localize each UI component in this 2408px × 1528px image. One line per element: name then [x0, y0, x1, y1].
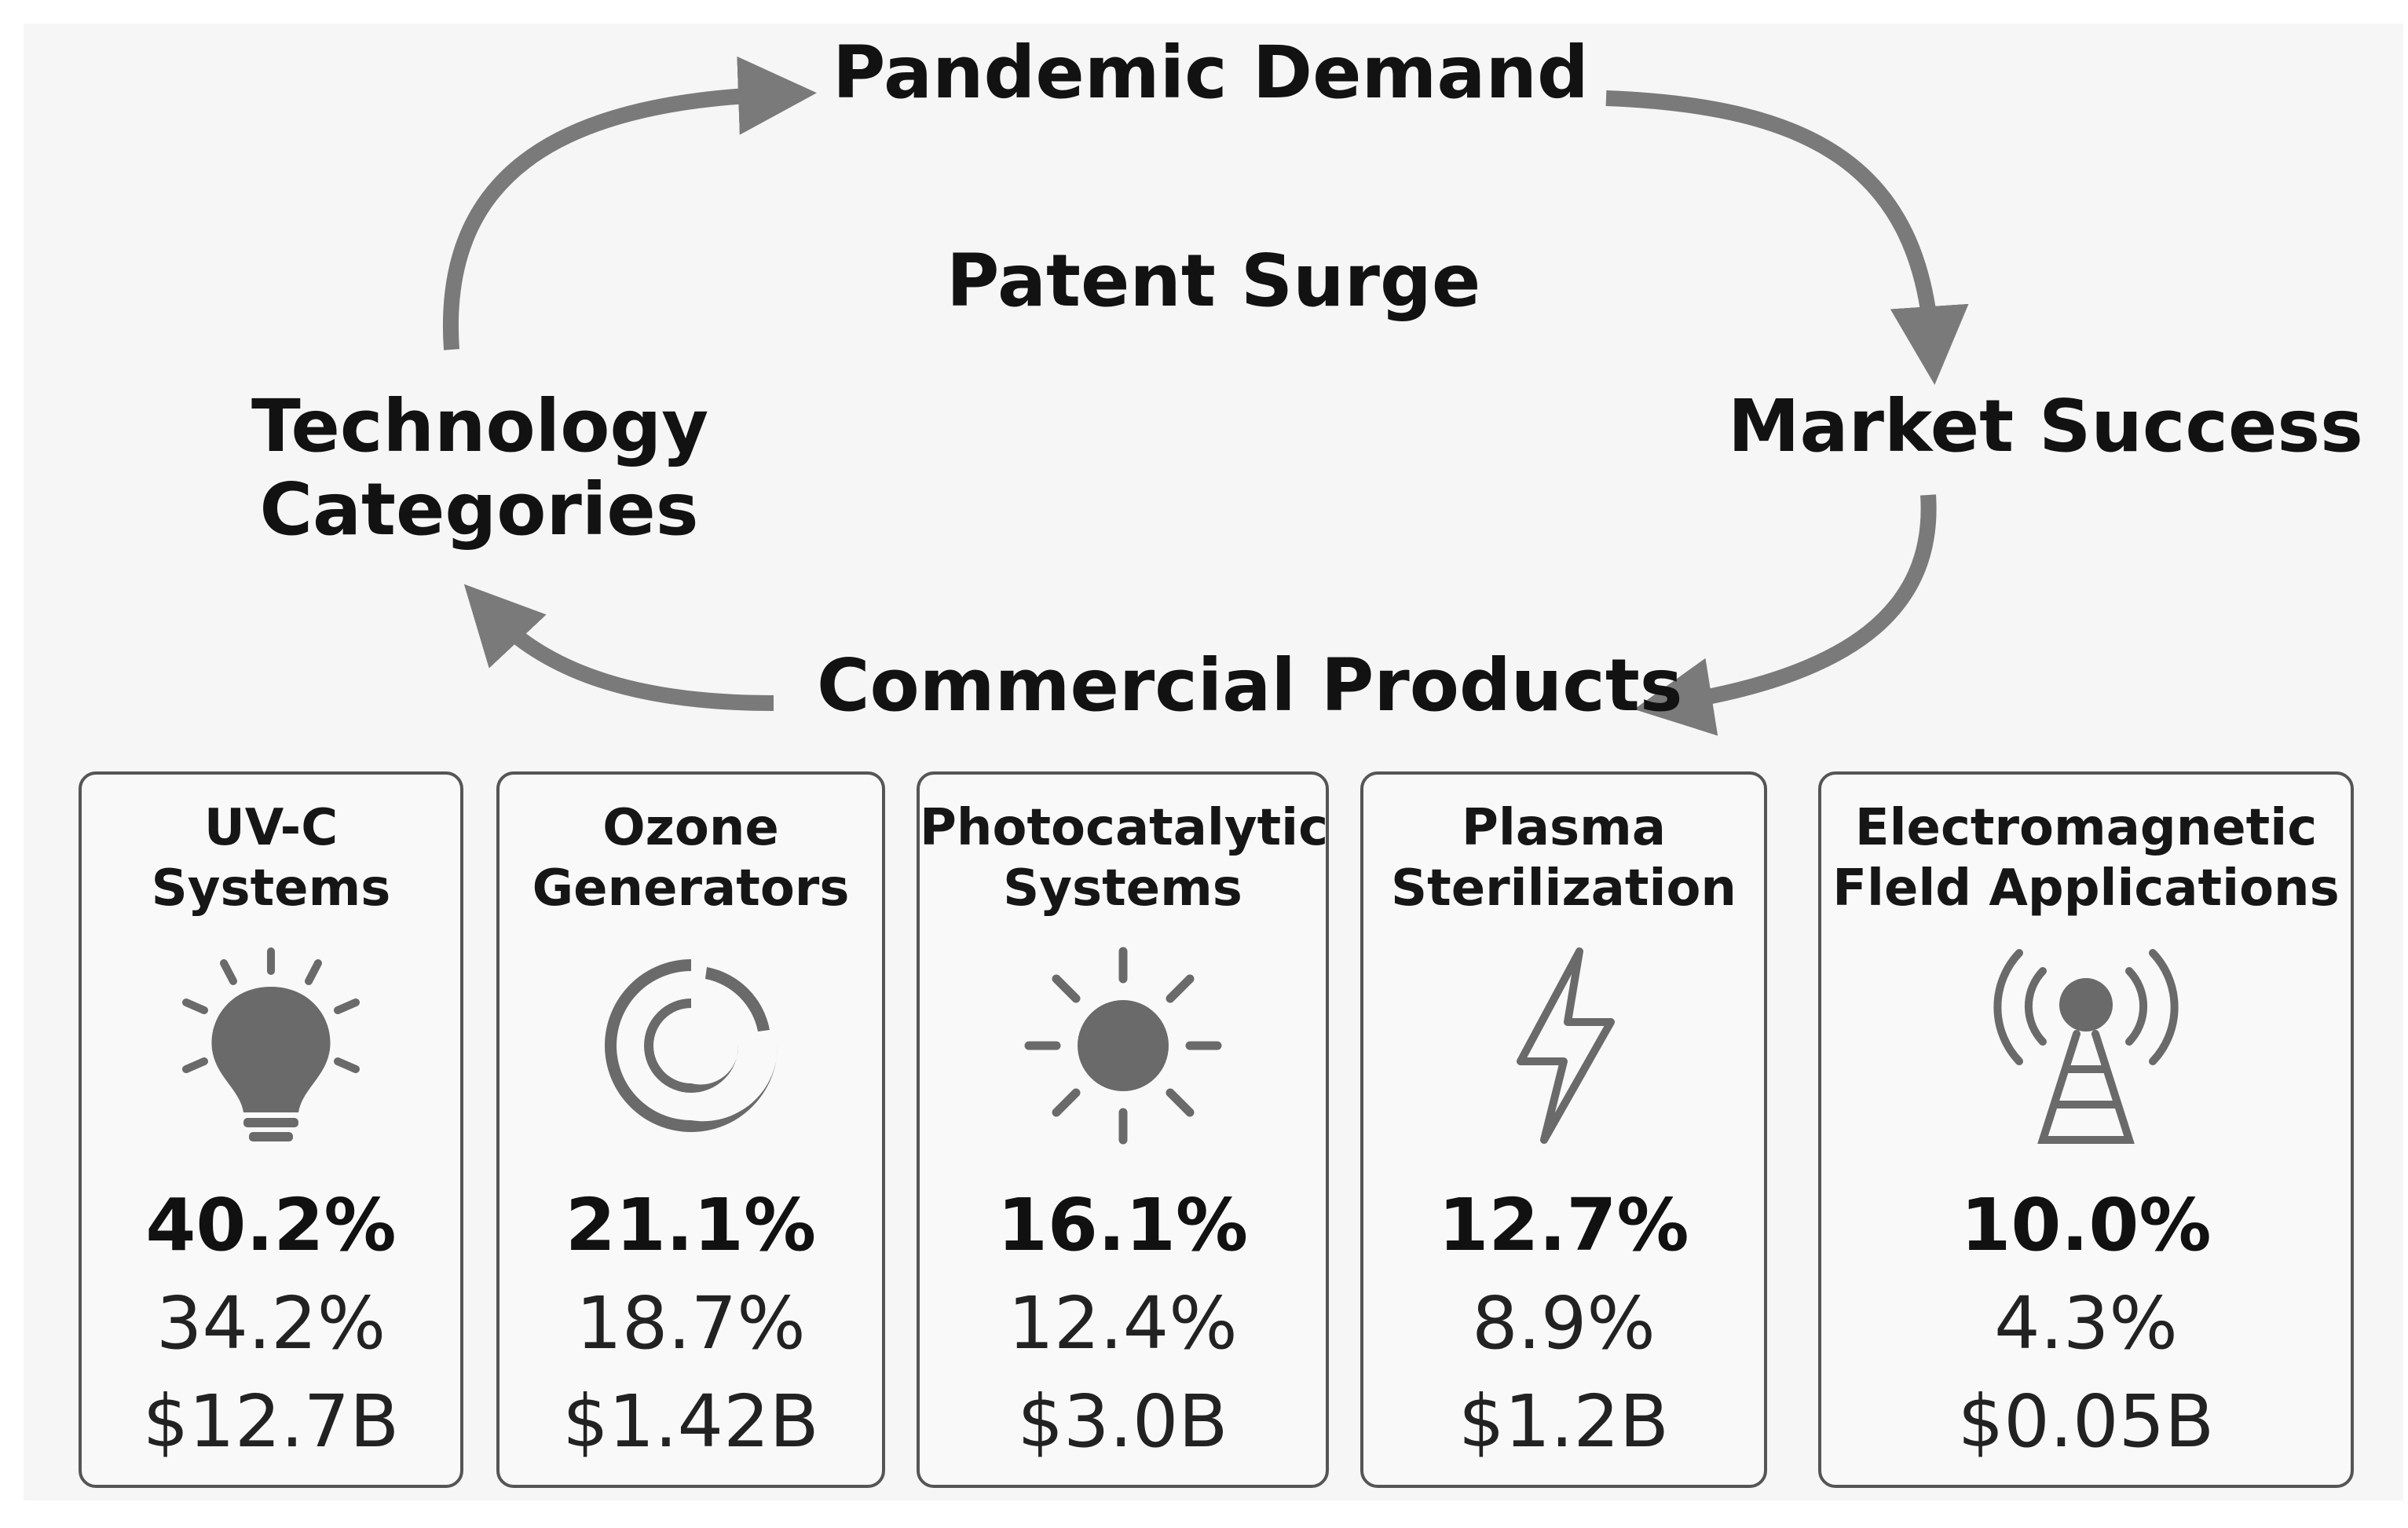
category-card-uvc: UV-C Systems 40.2% 34.2% $12.7B — [79, 771, 463, 1488]
arrow-tech-to-pandemic — [442, 56, 817, 350]
arrow-pandemic-to-market — [1605, 90, 1969, 385]
patent-surge-label: Patent Surge — [946, 239, 1481, 323]
market-success-label: Market Success — [1728, 384, 2363, 468]
sun-icon — [1021, 944, 1225, 1148]
lightbulb-icon — [169, 944, 373, 1148]
card-title: Electromagnetic Fleld Applications — [1832, 799, 2340, 918]
category-card-photocatalytic: Photocatalytic Systems 16.1% 12.4% $3.0B — [917, 771, 1329, 1488]
card-secondary-percentage: 4.3% — [1994, 1281, 2178, 1365]
pandemic-demand-label: Pandemic Demand — [833, 31, 1589, 115]
card-percentage: 16.1% — [997, 1183, 1249, 1267]
card-secondary-percentage: 12.4% — [1008, 1281, 1238, 1365]
category-card-plasma: Plasma Sterilization 12.7% 8.9% $1.2B — [1360, 771, 1767, 1488]
card-title: Ozone Generators — [532, 799, 850, 918]
arrow-commercial-to-tech — [463, 584, 774, 711]
arrow-market-to-commercial — [1634, 494, 1937, 736]
card-percentage: 10.0% — [1960, 1183, 2212, 1267]
card-percentage: 21.1% — [565, 1183, 817, 1267]
category-card-ozone: Ozone Generators 21.1% 18.7% $1.42B — [496, 771, 885, 1488]
card-market-value: $1.42B — [562, 1380, 819, 1464]
technology-categories-label: Technology Categories — [251, 384, 709, 551]
card-secondary-percentage: 18.7% — [576, 1281, 806, 1365]
card-title: UV-C Systems — [151, 799, 391, 918]
card-title: Photocatalytic Systems — [920, 799, 1329, 918]
card-percentage: 40.2% — [145, 1183, 397, 1267]
card-market-value: $3.0B — [1017, 1380, 1228, 1464]
card-secondary-percentage: 34.2% — [156, 1281, 386, 1365]
card-title: Plasma Sterilization — [1391, 799, 1736, 918]
lightning-bolt-icon — [1462, 944, 1666, 1148]
card-percentage: 12.7% — [1438, 1183, 1689, 1267]
card-market-value: $0.05B — [1957, 1380, 2215, 1464]
swirl-icon — [589, 944, 793, 1148]
category-card-electromagnetic: Electromagnetic Fleld Applications 10.0%… — [1818, 771, 2354, 1488]
card-market-value: $1.2B — [1458, 1380, 1669, 1464]
card-secondary-percentage: 8.9% — [1472, 1281, 1656, 1365]
radio-tower-icon — [1984, 944, 2188, 1148]
card-market-value: $12.7B — [142, 1380, 400, 1464]
commercial-products-label: Commercial Products — [817, 643, 1683, 727]
